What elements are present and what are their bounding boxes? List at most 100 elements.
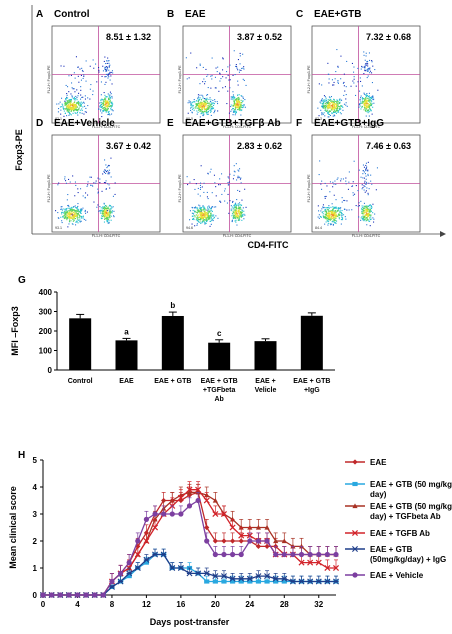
event-dot xyxy=(366,69,368,71)
event-dot xyxy=(206,97,208,99)
event-dot xyxy=(83,113,85,115)
event-dot xyxy=(335,104,337,106)
event-dot xyxy=(69,103,71,105)
event-dot xyxy=(102,103,104,105)
event-dot xyxy=(206,213,208,215)
event-dot xyxy=(368,69,370,71)
event-dot xyxy=(197,107,199,109)
event-dot xyxy=(332,112,334,114)
event-dot xyxy=(237,109,239,111)
event-dot xyxy=(59,106,61,108)
event-dot xyxy=(238,209,240,211)
event-dot xyxy=(206,209,208,211)
event-dot xyxy=(372,106,374,108)
event-dot xyxy=(191,103,193,105)
event-dot xyxy=(237,59,239,61)
event-dot xyxy=(326,185,328,187)
event-dot xyxy=(367,70,369,72)
event-dot xyxy=(205,209,207,211)
event-dot xyxy=(339,101,341,103)
event-dot xyxy=(236,179,238,181)
event-dot xyxy=(199,64,201,66)
event-dot xyxy=(191,223,193,225)
panel-title: EAE+GTB xyxy=(314,9,362,20)
event-dot xyxy=(195,206,197,208)
event-dot xyxy=(196,209,198,211)
event-dot xyxy=(333,114,335,116)
event-dot xyxy=(328,220,330,222)
event-dot xyxy=(67,204,69,206)
event-dot xyxy=(321,188,323,190)
event-dot xyxy=(69,108,71,110)
event-dot xyxy=(234,216,236,218)
event-dot xyxy=(76,215,78,217)
event-dot xyxy=(74,112,76,114)
event-dot xyxy=(103,110,105,112)
event-dot xyxy=(207,206,209,208)
event-dot xyxy=(71,223,73,225)
event-dot xyxy=(73,108,75,110)
event-dot xyxy=(368,52,370,54)
event-dot xyxy=(200,110,202,112)
event-dot xyxy=(189,101,191,103)
event-dot xyxy=(239,215,241,217)
event-dot xyxy=(335,100,337,102)
event-dot xyxy=(102,110,104,112)
event-dot xyxy=(199,210,201,212)
event-dot xyxy=(103,106,105,108)
event-dot xyxy=(106,213,108,215)
event-dot xyxy=(327,109,329,111)
event-dot xyxy=(232,105,234,107)
event-dot xyxy=(365,99,367,101)
event-dot xyxy=(107,101,109,103)
event-dot xyxy=(239,101,241,103)
event-dot xyxy=(237,69,239,71)
event-dot xyxy=(78,101,80,103)
event-dot xyxy=(71,104,73,106)
event-dot xyxy=(71,214,73,216)
event-dot xyxy=(332,220,334,222)
event-dot xyxy=(199,209,201,211)
panel-letter: A xyxy=(36,9,43,20)
event-dot xyxy=(369,210,371,212)
event-dot xyxy=(199,106,201,108)
event-dot xyxy=(70,213,72,215)
event-dot xyxy=(204,223,206,225)
event-dot xyxy=(337,177,339,179)
event-dot xyxy=(108,215,110,217)
event-dot xyxy=(209,215,211,217)
event-dot xyxy=(326,213,328,215)
event-dot xyxy=(82,195,84,197)
event-dot xyxy=(217,217,219,219)
event-dot xyxy=(102,99,104,101)
event-dot xyxy=(193,217,195,219)
event-dot xyxy=(327,212,329,214)
event-dot xyxy=(369,107,371,109)
event-dot xyxy=(374,213,376,215)
event-dot xyxy=(196,224,198,226)
event-dot xyxy=(194,210,196,212)
event-dot xyxy=(201,186,203,188)
event-dot xyxy=(325,102,327,104)
event-dot xyxy=(334,210,336,212)
line-y-tick-label: 0 xyxy=(33,591,38,600)
event-dot xyxy=(69,217,71,219)
event-dot xyxy=(227,74,229,76)
event-dot xyxy=(333,214,335,216)
event-dot xyxy=(372,212,374,214)
event-dot xyxy=(93,201,95,203)
data-point xyxy=(152,551,159,558)
event-dot xyxy=(106,212,108,214)
data-point xyxy=(247,579,253,584)
event-dot xyxy=(345,98,347,100)
event-dot xyxy=(67,110,69,112)
event-dot xyxy=(235,102,237,104)
event-dot xyxy=(73,98,75,100)
event-dot xyxy=(240,99,242,101)
event-dot xyxy=(102,102,104,104)
event-dot xyxy=(79,215,81,217)
event-dot xyxy=(322,213,324,215)
event-dot xyxy=(198,204,200,206)
